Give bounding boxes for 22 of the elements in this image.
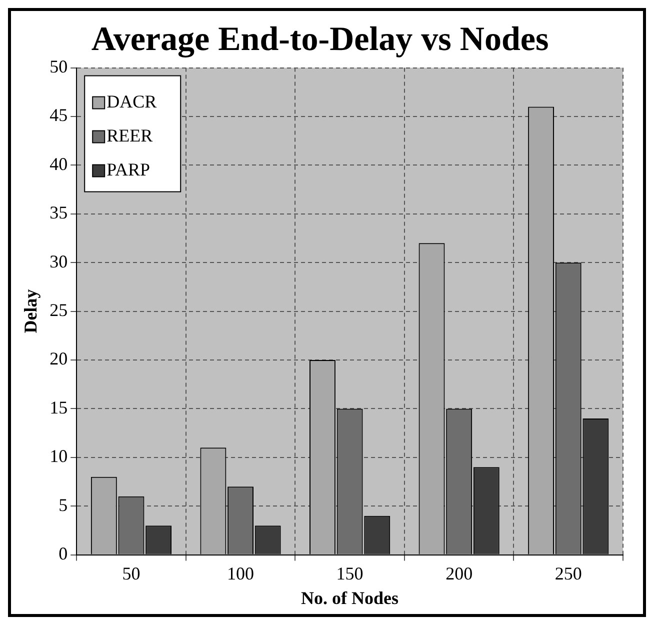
y-tick-label: 0 [58, 544, 68, 564]
y-tick-label: 25 [50, 300, 68, 320]
y-axis-title: Delay [20, 289, 40, 334]
x-axis-title: No. of Nodes [301, 588, 399, 608]
y-tick-label: 10 [50, 446, 68, 466]
y-tick-label: 5 [58, 494, 68, 515]
legend-label: DACR [106, 92, 157, 112]
y-tick-label: 20 [50, 348, 68, 369]
y-tick-label: 35 [50, 202, 68, 223]
legend-label: PARP [106, 160, 150, 180]
y-tick-label: 50 [50, 56, 68, 77]
x-tick-label: 100 [227, 563, 254, 584]
y-tick-label: 45 [50, 105, 68, 126]
y-tick-label: 30 [50, 251, 68, 272]
x-tick-label: 250 [554, 563, 582, 584]
chart-title: Average End-to-Delay vs Nodes [91, 21, 549, 58]
x-tick-label: 150 [336, 563, 364, 584]
y-tick-label: 15 [50, 397, 68, 418]
legend-label: REER [106, 126, 153, 146]
x-tick-label: 200 [446, 563, 473, 584]
y-tick-label: 40 [50, 154, 68, 174]
x-tick-label: 50 [122, 563, 140, 584]
